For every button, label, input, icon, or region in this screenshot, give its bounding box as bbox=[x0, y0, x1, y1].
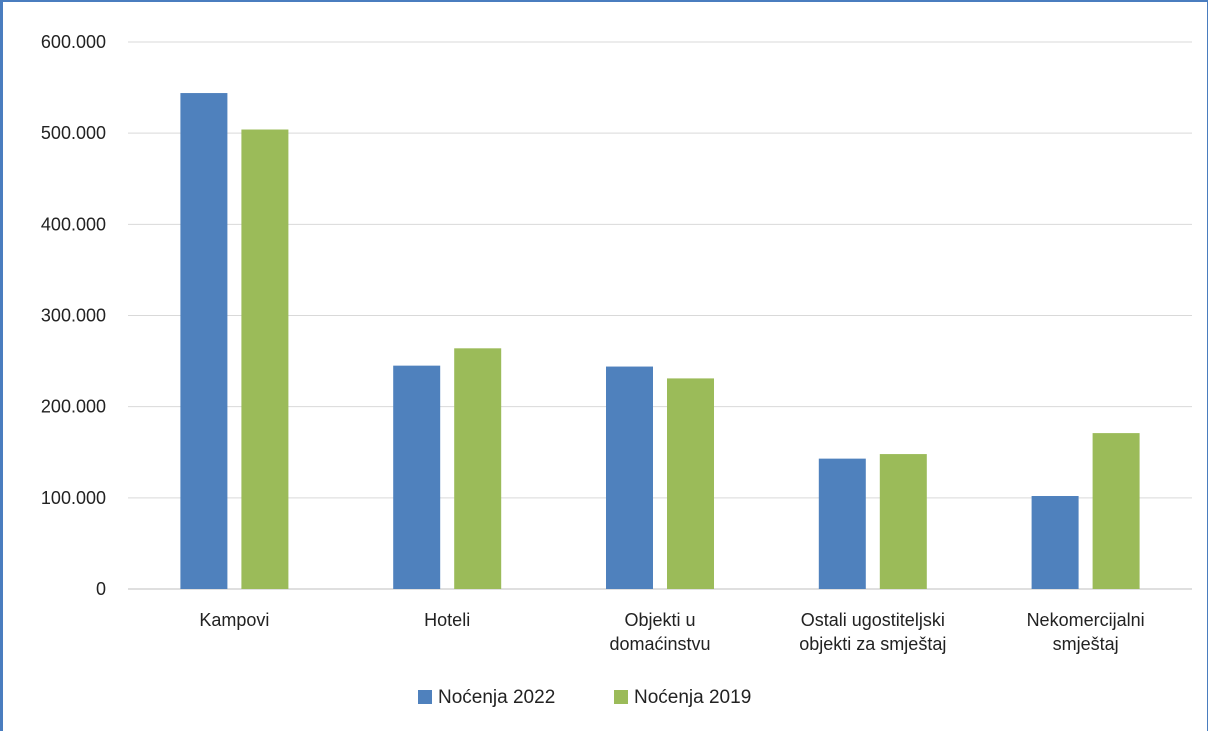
bar-series2 bbox=[1092, 433, 1140, 589]
bar-series2 bbox=[241, 129, 289, 589]
x-tick-label: Nekomercijalni bbox=[1027, 610, 1145, 630]
bar-series2 bbox=[667, 378, 714, 589]
bar-series1 bbox=[606, 366, 653, 589]
y-tick-label: 500.000 bbox=[41, 123, 106, 143]
bar-series1 bbox=[818, 458, 866, 589]
bar-series1 bbox=[1031, 496, 1079, 589]
y-tick-label: 300.000 bbox=[41, 306, 106, 326]
bar-series1 bbox=[393, 365, 441, 589]
x-tick-label: Objekti u bbox=[624, 610, 695, 630]
x-tick-label: Kampovi bbox=[199, 610, 269, 630]
bar-series2 bbox=[454, 348, 502, 589]
legend-label: Noćenja 2019 bbox=[634, 687, 751, 708]
x-tick-label: Hoteli bbox=[424, 610, 470, 630]
y-tick-label: 0 bbox=[96, 579, 106, 599]
x-tick-label: Ostali ugostiteljski bbox=[801, 610, 945, 630]
x-tick-label: objekti za smještaj bbox=[799, 634, 946, 654]
legend-swatch bbox=[614, 690, 628, 704]
y-tick-label: 600.000 bbox=[41, 32, 106, 52]
x-tick-label: smještaj bbox=[1053, 634, 1119, 654]
y-tick-label: 200.000 bbox=[41, 397, 106, 417]
bar-series2 bbox=[879, 454, 927, 589]
x-tick-label: domaćinstvu bbox=[609, 634, 710, 654]
bar-series1 bbox=[180, 93, 228, 589]
legend-swatch bbox=[418, 690, 432, 704]
legend-label: Noćenja 2022 bbox=[438, 687, 555, 708]
y-tick-label: 400.000 bbox=[41, 214, 106, 234]
y-tick-label: 100.000 bbox=[41, 488, 106, 508]
